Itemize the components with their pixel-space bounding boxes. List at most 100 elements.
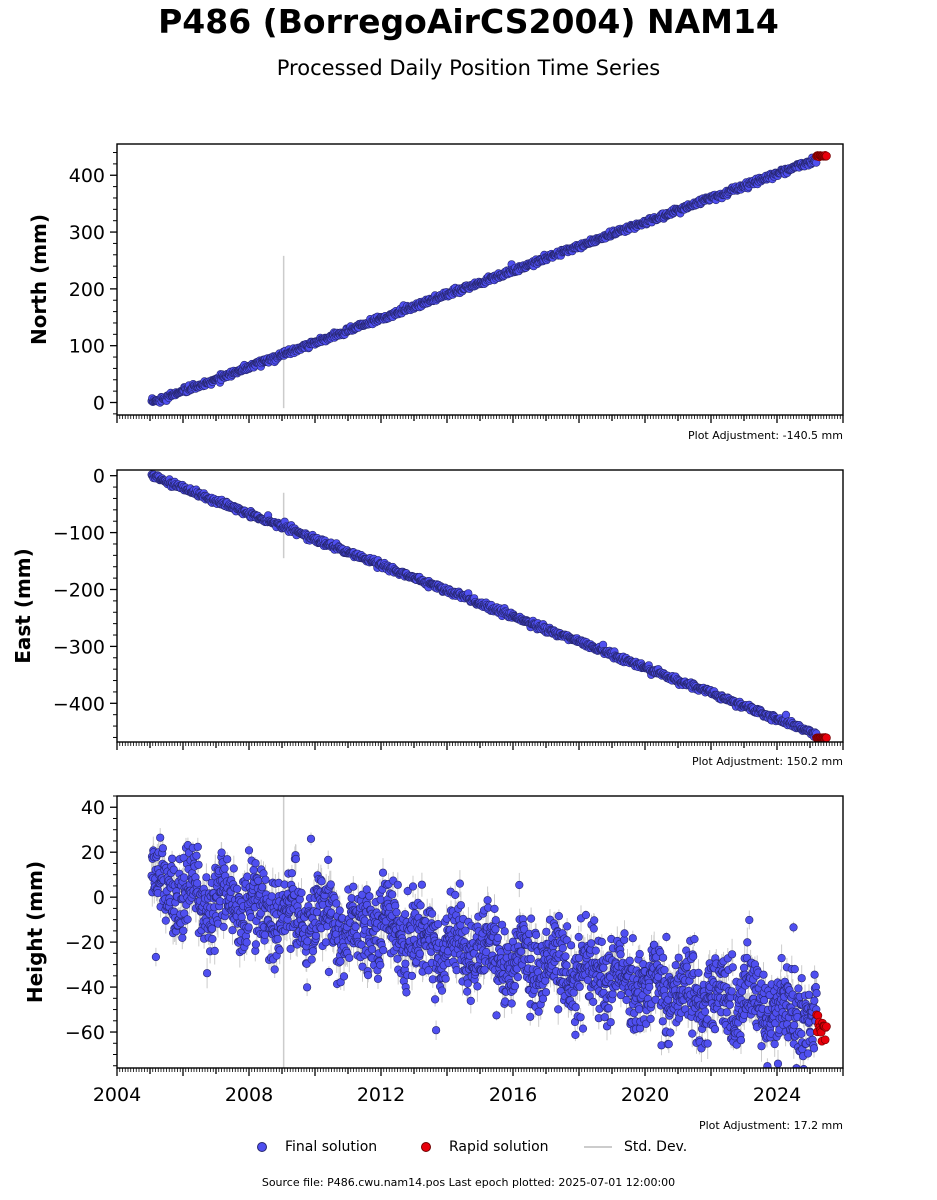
final-point [517, 947, 526, 956]
y-tick-label: −100 [53, 523, 105, 545]
final-point [531, 930, 541, 940]
final-point [169, 865, 178, 874]
final-point [700, 1007, 710, 1016]
final-point [491, 916, 500, 925]
y-tick-label: 200 [69, 279, 105, 301]
final-point [803, 1049, 813, 1058]
final-point [743, 938, 752, 947]
final-point [393, 954, 402, 963]
final-point [452, 966, 461, 975]
final-point [349, 882, 358, 891]
final-point [441, 974, 450, 983]
final-point [466, 996, 475, 1006]
final-point [403, 886, 412, 896]
final-point [526, 914, 536, 923]
final-point [534, 1007, 543, 1016]
final-point [339, 972, 349, 981]
final-point [151, 952, 160, 962]
final-point [324, 855, 333, 865]
final-point [156, 833, 165, 842]
final-point [597, 937, 606, 947]
final-point [646, 1014, 655, 1024]
final-point [571, 1030, 580, 1039]
final-point [589, 997, 598, 1007]
final-point [326, 880, 335, 889]
final-point [561, 952, 570, 961]
final-point [554, 911, 564, 921]
final-point [463, 979, 472, 988]
final-point [393, 880, 402, 889]
final-point [581, 910, 591, 920]
final-point [790, 1021, 799, 1030]
final-point [168, 854, 177, 863]
final-point [275, 946, 284, 955]
final-point [799, 1065, 808, 1068]
final-point [210, 946, 219, 956]
y-tick-label: −200 [53, 579, 105, 601]
final-point [541, 988, 551, 997]
final-point [493, 933, 502, 943]
final-point [179, 873, 189, 882]
final-point [417, 880, 427, 889]
rapid-solution-points [812, 151, 831, 162]
final-point [297, 888, 306, 898]
final-point [500, 927, 509, 936]
final-point [378, 868, 388, 877]
final-point [229, 864, 238, 873]
final-point [270, 965, 279, 974]
final-point [722, 1008, 731, 1017]
plot-area [147, 151, 831, 409]
page-subtitle: Processed Daily Position Time Series [276, 56, 661, 80]
final-point [510, 981, 520, 991]
north-panel: 0 100 200 300 400 North (mm) Plot Adjustment: … [27, 143, 844, 442]
final-point [763, 1062, 772, 1068]
final-point [388, 890, 397, 899]
final-point [242, 938, 251, 947]
y-tick-label: −60 [65, 1022, 105, 1044]
final-point [789, 923, 798, 932]
final-point [694, 968, 703, 978]
final-point [616, 990, 626, 1000]
final-point [461, 926, 470, 935]
final-point [183, 915, 192, 924]
final-point [666, 1028, 675, 1037]
final-point [812, 989, 821, 998]
final-point [585, 991, 594, 1001]
final-point [635, 949, 644, 959]
final-point [562, 961, 571, 970]
final-point [575, 982, 584, 991]
rapid-solution-points [812, 733, 831, 742]
y-tick-label: 300 [69, 222, 105, 244]
final-point [424, 966, 433, 975]
final-point [432, 1026, 441, 1035]
final-point [483, 896, 492, 905]
final-point [407, 971, 417, 981]
final-point [431, 995, 440, 1004]
final-point [161, 916, 170, 925]
final-point [237, 913, 246, 922]
y-axis-title: East (mm) [11, 548, 35, 664]
final-point [660, 965, 669, 975]
final-point [179, 926, 188, 935]
y-tick-label: −300 [53, 636, 105, 658]
final-point [538, 994, 548, 1003]
final-point [178, 933, 187, 943]
y-tick-label: 0 [93, 887, 105, 909]
final-solution-points [147, 470, 821, 741]
final-point [415, 949, 425, 958]
final-point [244, 923, 253, 932]
rapid-point [822, 151, 831, 161]
final-point [391, 901, 400, 910]
final-point [797, 974, 806, 983]
final-point [759, 970, 768, 979]
final-point [473, 982, 482, 991]
final-point [777, 953, 786, 963]
final-point [606, 1018, 615, 1027]
final-point [682, 962, 692, 971]
plot-adjustment-note: Plot Adjustment: -140.5 mm [688, 429, 843, 442]
final-point [645, 982, 654, 992]
final-point [317, 877, 326, 886]
y-tick-label: 20 [81, 842, 105, 864]
final-point [287, 869, 297, 878]
final-point [451, 890, 460, 900]
